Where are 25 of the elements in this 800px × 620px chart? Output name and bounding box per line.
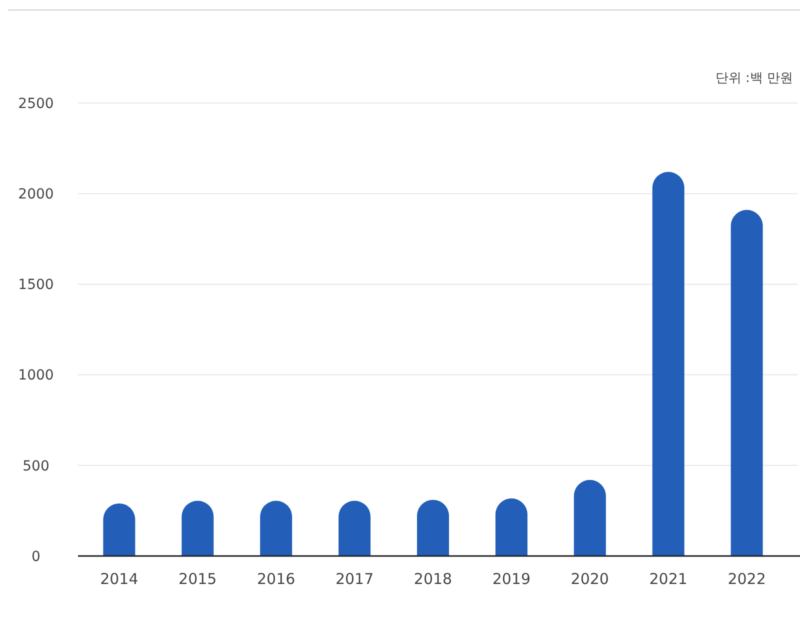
bar <box>338 500 371 556</box>
bar <box>417 500 449 556</box>
y-tick-label: 1500 <box>18 277 54 294</box>
x-tick-label: 2017 <box>335 570 374 588</box>
bar <box>730 210 763 556</box>
y-tick-label: 0 <box>32 548 40 565</box>
bar <box>574 480 606 556</box>
x-tick-label: 2020 <box>570 570 609 588</box>
x-tick-label: 2019 <box>492 570 531 588</box>
bar <box>495 498 528 556</box>
bar <box>182 500 214 556</box>
x-tick-label: 2016 <box>257 570 296 588</box>
x-tick-label: 2022 <box>728 570 766 588</box>
y-tick-label: 500 <box>22 458 50 474</box>
x-tick-label: 2021 <box>649 570 688 588</box>
x-tick-label: 2014 <box>100 570 138 588</box>
x-tick-label: 2018 <box>414 570 452 588</box>
y-tick-label: 1000 <box>18 368 54 384</box>
bar <box>652 172 684 556</box>
text: 단위 :백 만원 <box>715 71 793 86</box>
bar <box>260 500 292 556</box>
y-tick-label: 2000 <box>18 186 54 202</box>
x-tick-label: 2015 <box>178 570 217 588</box>
bar <box>103 503 136 556</box>
y-tick-label: 2500 <box>18 96 54 112</box>
